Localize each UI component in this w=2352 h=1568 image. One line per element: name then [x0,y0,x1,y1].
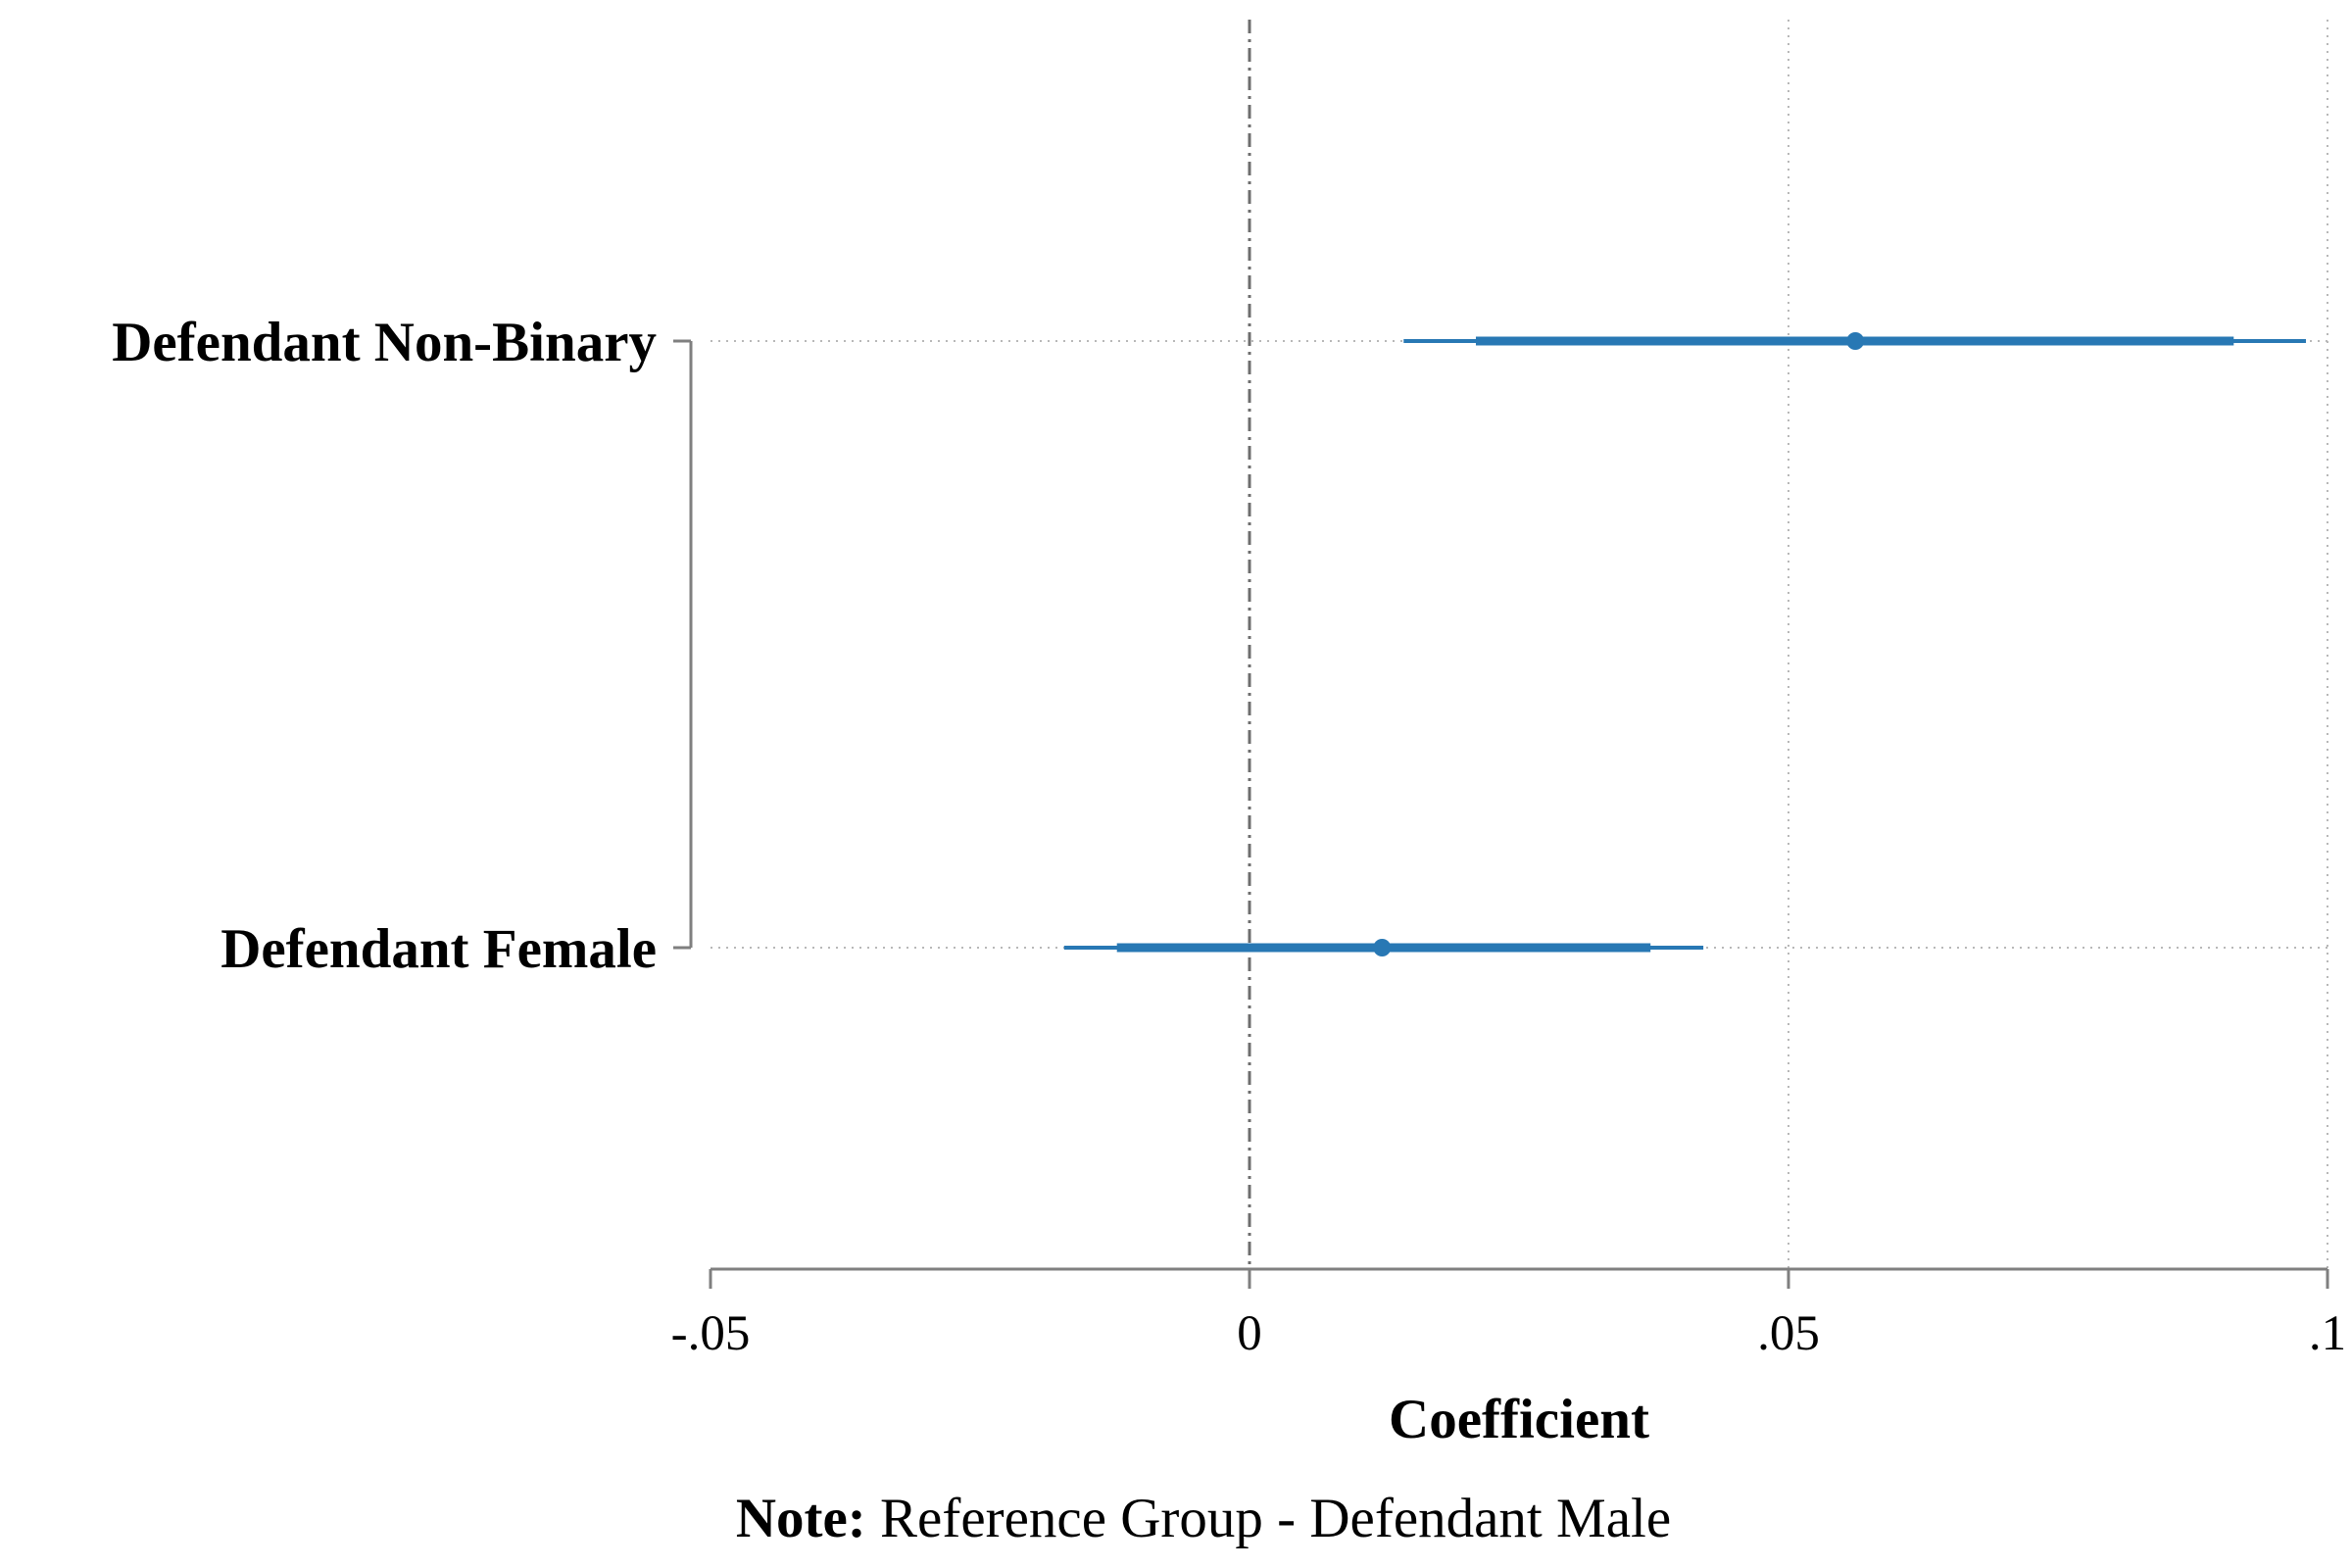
gridlines [710,20,2328,1269]
estimates [1063,332,2306,956]
point-estimate [1373,939,1392,956]
category-label: Defendant Female [220,918,657,980]
note-bold: Note: [736,1488,866,1549]
labels: Defendant Non-Binary Defendant Female [112,312,657,980]
note-text: Reference Group - Defendant Male [866,1488,1671,1549]
x-axis-title: Coefficient [1389,1389,1649,1450]
x-tick-label: -.05 [671,1306,751,1361]
point-estimate [1846,332,1865,350]
axes: -.05 0 .05 .1 [671,339,2346,1361]
x-tick-label: 0 [1237,1306,1262,1361]
x-tick-label: .1 [2309,1306,2346,1361]
category-label: Defendant Non-Binary [112,312,657,373]
note: Note: Reference Group - Defendant Male [736,1488,1671,1549]
x-tick-label: .05 [1757,1306,1820,1361]
